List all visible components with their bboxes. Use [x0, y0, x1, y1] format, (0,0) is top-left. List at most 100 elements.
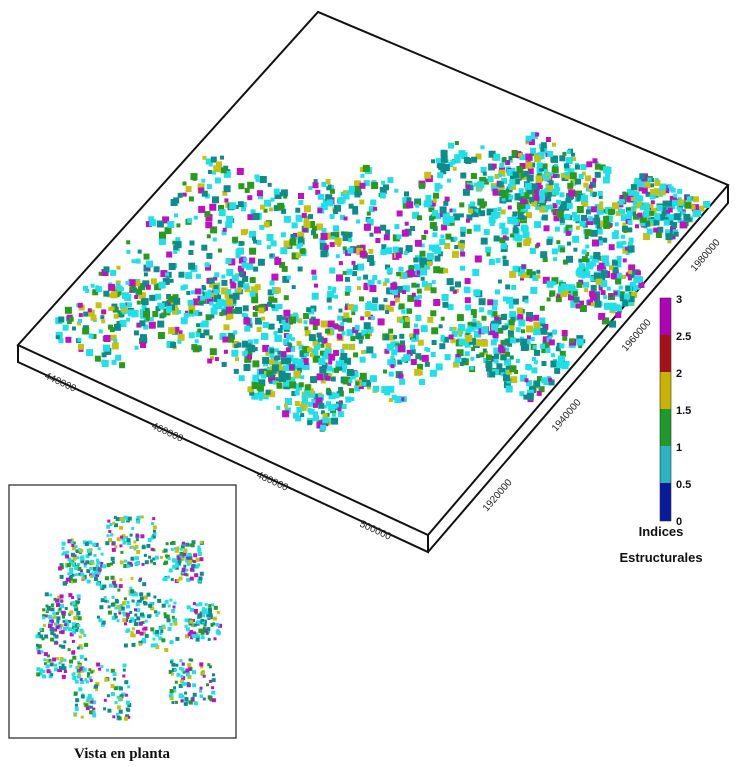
index-cell: [63, 626, 67, 631]
index-cell: [426, 265, 431, 270]
index-cell: [222, 336, 229, 343]
index-cell: [172, 240, 177, 245]
index-cell: [460, 231, 466, 237]
index-cell: [279, 325, 284, 329]
index-cell: [143, 324, 149, 330]
index-cell: [163, 612, 167, 616]
index-cell: [183, 564, 187, 568]
index-cell: [129, 586, 133, 590]
index-cell: [556, 342, 561, 347]
index-cell: [525, 204, 531, 210]
index-cell: [114, 545, 118, 549]
index-cell: [455, 354, 461, 360]
index-cell: [268, 323, 275, 330]
index-cell: [268, 296, 275, 303]
index-cell: [50, 637, 55, 642]
index-cell: [544, 194, 552, 202]
index-cell: [188, 250, 194, 255]
index-cell: [526, 188, 533, 195]
index-cell: [523, 226, 529, 232]
index-cell: [55, 598, 60, 603]
index-cell: [540, 251, 548, 259]
index-cell: [116, 265, 121, 270]
index-cell: [526, 174, 534, 182]
index-cell: [578, 344, 583, 348]
index-cell: [77, 597, 81, 601]
index-cell: [567, 241, 571, 246]
index-cell: [539, 206, 546, 213]
index-cell: [58, 316, 65, 323]
index-cell: [459, 362, 464, 366]
index-cell: [625, 207, 631, 213]
index-cell: [536, 376, 542, 382]
index-cell: [140, 309, 145, 313]
index-cell: [88, 668, 92, 672]
index-cell: [660, 190, 666, 196]
index-cell: [42, 674, 46, 679]
index-cell: [253, 266, 259, 272]
index-cell: [66, 563, 71, 568]
index-cell: [584, 235, 589, 240]
index-cell: [526, 312, 533, 319]
index-cell: [167, 604, 171, 608]
index-cell: [497, 181, 504, 188]
index-cell: [72, 672, 76, 676]
index-cell: [301, 394, 307, 400]
index-cell: [579, 300, 585, 306]
index-cell: [77, 563, 80, 566]
index-cell: [260, 204, 265, 210]
index-cell: [204, 211, 211, 218]
index-cell: [298, 200, 304, 205]
index-cell: [573, 214, 581, 222]
index-cell: [480, 166, 487, 173]
index-cell: [246, 343, 252, 349]
index-cell: [308, 308, 315, 315]
index-cell: [334, 204, 341, 212]
index-cell: [285, 357, 292, 364]
index-cell: [304, 384, 311, 391]
index-cell: [248, 345, 256, 353]
index-cell: [386, 343, 394, 351]
index-cell: [478, 298, 486, 306]
index-cell: [532, 274, 539, 281]
index-cell: [516, 307, 523, 314]
index-cell: [75, 703, 78, 707]
index-cell: [359, 296, 364, 302]
index-cell: [390, 364, 395, 369]
index-cell: [286, 333, 293, 340]
index-cell: [153, 562, 156, 566]
index-cell: [627, 245, 635, 253]
index-cell: [282, 275, 290, 283]
index-cell: [485, 366, 491, 372]
index-cell: [426, 261, 432, 267]
index-cell: [172, 294, 179, 301]
index-cell: [214, 357, 219, 361]
index-cell: [598, 194, 603, 199]
index-cell: [122, 292, 129, 300]
index-cell: [414, 323, 418, 328]
inset-cells: [35, 515, 222, 721]
index-cell: [359, 167, 365, 173]
index-cell: [470, 309, 477, 316]
index-cell: [632, 201, 638, 207]
index-cell: [442, 336, 449, 343]
index-cell: [215, 630, 220, 635]
index-cell: [371, 182, 379, 189]
block-front-edge: [17, 345, 429, 554]
index-cell: [509, 365, 517, 373]
index-cell: [84, 542, 89, 547]
index-cell: [488, 216, 496, 224]
index-cell: [194, 288, 201, 295]
index-cell: [677, 207, 683, 213]
index-cell: [542, 257, 548, 263]
index-cell: [496, 363, 503, 370]
index-cell: [36, 672, 41, 677]
index-cell: [218, 205, 224, 211]
index-cell: [100, 565, 104, 568]
index-cell: [115, 289, 122, 296]
index-cell: [258, 396, 263, 401]
index-cell: [232, 236, 239, 243]
index-cell: [387, 385, 395, 393]
index-cell: [295, 214, 303, 222]
index-cell: [71, 544, 75, 547]
